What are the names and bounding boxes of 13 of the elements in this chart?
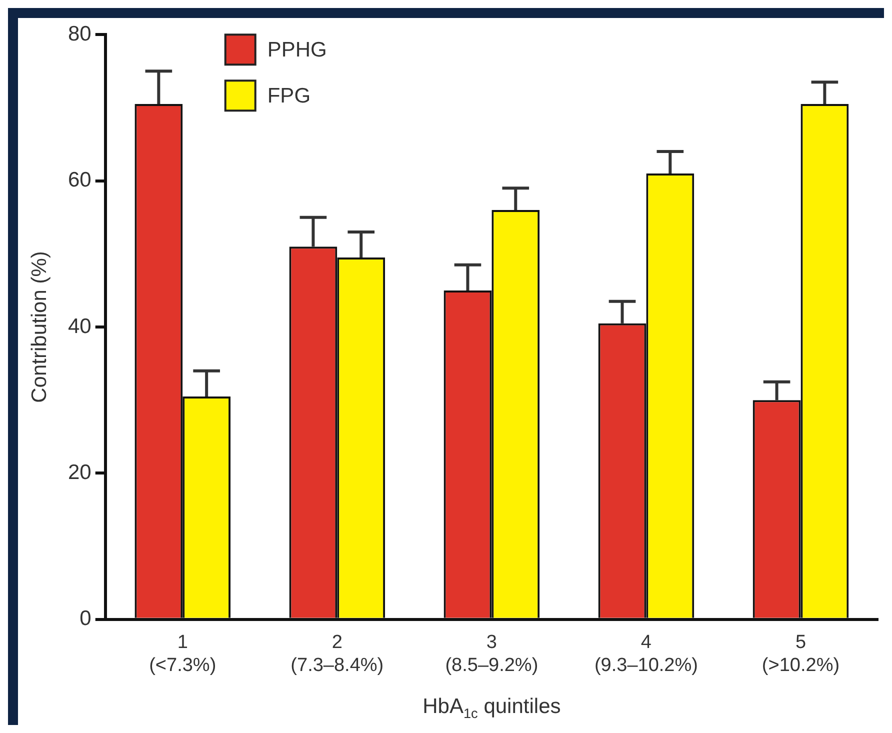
x-tick-label: 4 (9.3–10.2%) [594, 632, 698, 676]
x-tick-label: 1 (<7.3%) [149, 632, 216, 676]
y-axis-title: Contribution (%) [28, 251, 51, 403]
y-tick-label: 0 [80, 607, 92, 630]
y-tick-label: 80 [68, 22, 92, 46]
x-tick-label: 5 (>10.2%) [762, 632, 840, 676]
y-tick-label: 60 [68, 168, 92, 192]
legend-label: PPHG [267, 38, 327, 62]
legend-label: FPG [267, 84, 311, 108]
y-tick-label: 40 [68, 314, 92, 338]
x-tick-label: 2 (7.3–8.4%) [290, 632, 384, 676]
y-tick-label: 20 [68, 460, 92, 484]
x-tick-label: 3 (8.5–9.2%) [445, 632, 538, 676]
